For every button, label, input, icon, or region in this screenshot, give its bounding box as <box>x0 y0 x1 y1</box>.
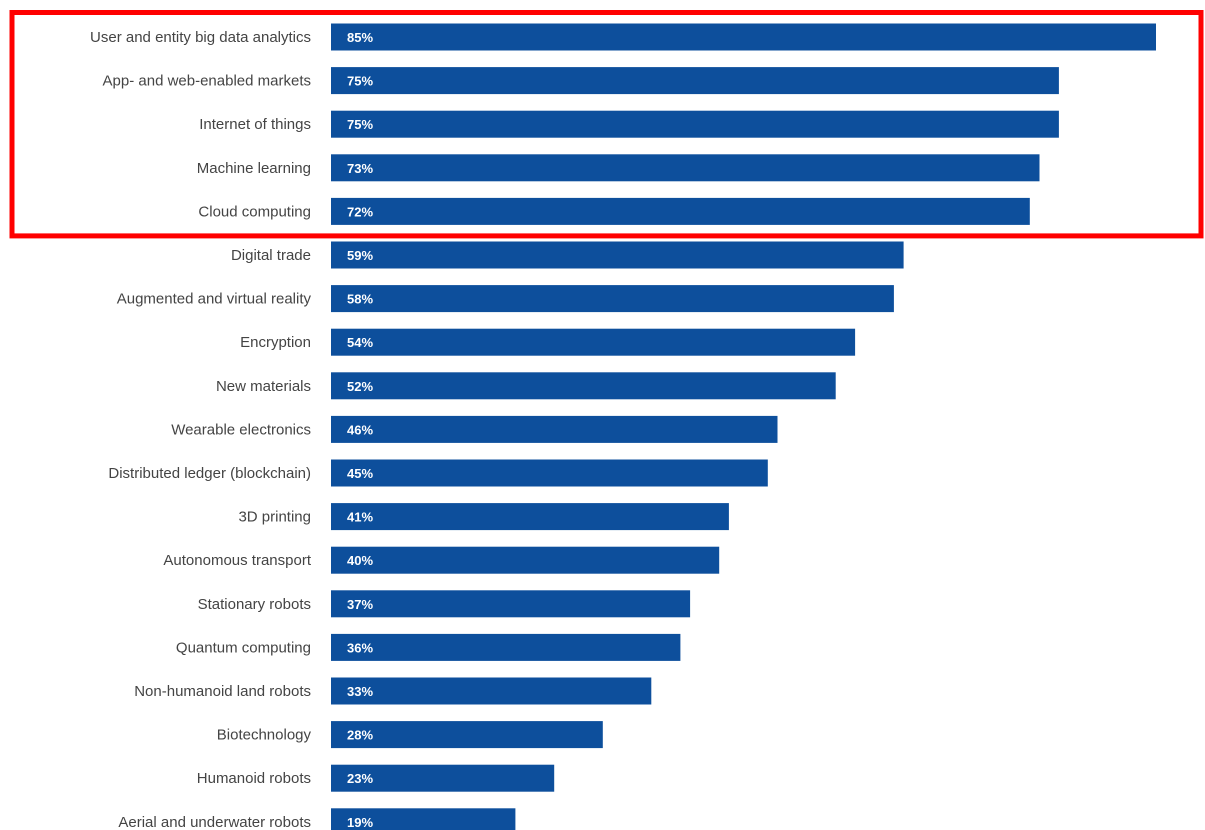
category-label-10: Wearable electronics <box>171 421 311 438</box>
bar-7 <box>331 285 894 313</box>
category-label-19: Aerial and underwater robots <box>118 814 311 830</box>
bar-19 <box>331 808 516 830</box>
bar-10 <box>331 415 778 443</box>
value-label-11: 45% <box>347 466 373 481</box>
bar-6 <box>331 241 904 269</box>
bar-15 <box>331 633 681 661</box>
category-label-1: User and entity big data analytics <box>90 29 311 46</box>
category-label-17: Biotechnology <box>217 727 312 744</box>
value-label-17: 28% <box>347 728 373 743</box>
value-label-7: 58% <box>347 292 373 307</box>
category-label-15: Quantum computing <box>176 639 311 656</box>
value-label-19: 19% <box>347 815 373 830</box>
value-label-3: 75% <box>347 117 373 132</box>
category-label-5: Cloud computing <box>198 203 311 220</box>
category-label-9: New materials <box>216 378 311 395</box>
bar-5 <box>331 197 1030 225</box>
value-label-14: 37% <box>347 597 373 612</box>
category-label-8: Encryption <box>240 334 311 351</box>
category-label-12: 3D printing <box>238 509 311 526</box>
value-label-1: 85% <box>347 30 373 45</box>
bar-11 <box>331 459 768 487</box>
bar-8 <box>331 328 856 356</box>
value-label-10: 46% <box>347 422 373 437</box>
bar-13 <box>331 546 720 574</box>
category-label-11: Distributed ledger (blockchain) <box>108 465 311 482</box>
value-label-4: 73% <box>347 161 373 176</box>
bar-1 <box>331 23 1156 51</box>
category-label-18: Humanoid robots <box>197 770 311 787</box>
category-label-3: Internet of things <box>199 116 311 133</box>
value-label-15: 36% <box>347 640 373 655</box>
value-label-6: 59% <box>347 248 373 263</box>
value-label-13: 40% <box>347 553 373 568</box>
bar-3 <box>331 110 1059 138</box>
category-label-14: Stationary robots <box>198 596 311 613</box>
value-label-8: 54% <box>347 335 373 350</box>
bar-2 <box>331 67 1059 95</box>
bar-16 <box>331 677 652 705</box>
value-label-16: 33% <box>347 684 373 699</box>
value-label-18: 23% <box>347 771 373 786</box>
value-label-12: 41% <box>347 510 373 525</box>
bar-18 <box>331 764 555 792</box>
bar-9 <box>331 372 836 400</box>
value-label-5: 72% <box>347 204 373 219</box>
bar-12 <box>331 503 729 531</box>
bar-17 <box>331 721 603 749</box>
category-label-7: Augmented and virtual reality <box>117 291 312 308</box>
bar-14 <box>331 590 691 618</box>
bar-4 <box>331 154 1040 182</box>
value-label-9: 52% <box>347 379 373 394</box>
category-label-6: Digital trade <box>231 247 311 264</box>
category-label-2: App- and web-enabled markets <box>103 73 311 90</box>
category-label-16: Non-humanoid land robots <box>134 683 311 700</box>
highlight-box <box>9 10 1204 239</box>
category-label-13: Autonomous transport <box>163 552 311 569</box>
value-label-2: 75% <box>347 74 373 89</box>
category-label-4: Machine learning <box>197 160 311 177</box>
